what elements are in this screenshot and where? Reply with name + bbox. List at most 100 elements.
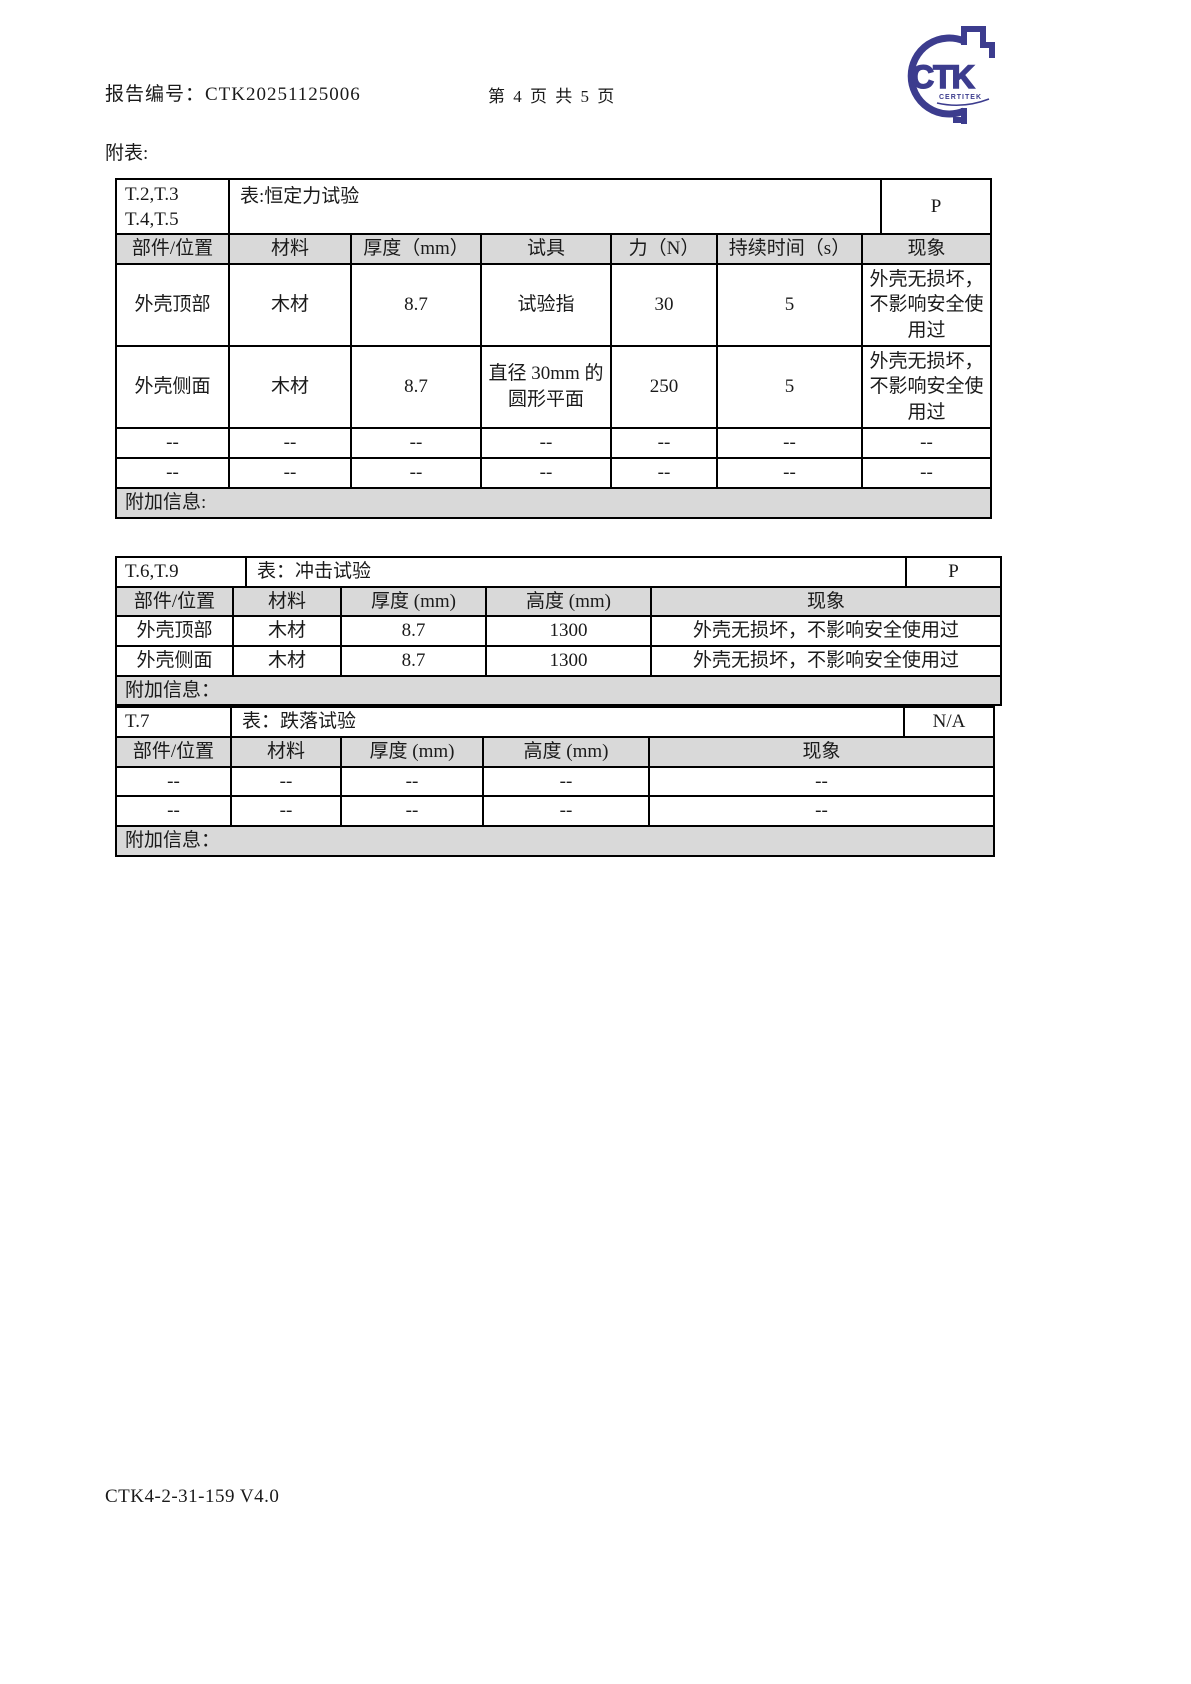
table-cell: 试验指 — [480, 263, 612, 347]
table-cell: 外壳顶部 — [115, 615, 234, 647]
table-cell: 1300 — [485, 615, 652, 647]
column-header: 材料 — [230, 736, 342, 768]
table-clause: T.6,T.9 — [115, 556, 247, 588]
table-row: -- -- -- -- -- — [115, 765, 995, 798]
table-row: 外壳顶部 木材 8.7 试验指 30 5 外壳无损坏，不影响安全使用过 — [115, 263, 992, 347]
table-cell: 外壳无损坏，不影响安全使用过 — [650, 615, 1002, 647]
attachment-label: 附表: — [105, 143, 149, 164]
table-cell: 250 — [610, 345, 718, 429]
table-cell: -- — [115, 765, 232, 798]
table-cell: -- — [480, 427, 612, 459]
table-cell: -- — [228, 427, 352, 459]
table-cell: -- — [648, 765, 995, 798]
table-cell: 外壳顶部 — [115, 263, 230, 347]
column-header: 高度 (mm) — [485, 585, 652, 618]
table-title: 表：冲击试验 — [245, 556, 907, 588]
drop-data-table: 部件/位置 材料 厚度 (mm) 高度 (mm) 现象 -- -- -- -- … — [115, 736, 995, 857]
table-cell: -- — [861, 457, 992, 489]
table-cell: 外壳无损坏，不影响安全使用过 — [861, 345, 992, 429]
table-row: -- -- -- -- -- -- -- — [115, 427, 992, 459]
table-cell: -- — [350, 457, 482, 489]
table-clause: T.2,T.3 T.4,T.5 — [115, 178, 230, 235]
column-header: 高度 (mm) — [482, 736, 650, 768]
document-code: CTK4-2-31-159 V4.0 — [105, 1486, 280, 1507]
table-cell: 8.7 — [350, 263, 482, 347]
table-row: 外壳顶部 木材 8.7 1300 外壳无损坏，不影响安全使用过 — [115, 615, 1002, 647]
column-header: 部件/位置 — [115, 233, 230, 265]
table-cell: 5 — [716, 263, 863, 347]
table-cell: -- — [482, 765, 650, 798]
table-cell: -- — [716, 457, 863, 489]
column-header: 材料 — [228, 233, 352, 265]
table-cell: -- — [230, 765, 342, 798]
table-row: -- -- -- -- -- -- -- — [115, 457, 992, 489]
column-header: 现象 — [650, 585, 1002, 618]
table-cell: 30 — [610, 263, 718, 347]
table-drop-test: T.7 表：跌落试验 N/A 部件/位置 材料 厚度 (mm) 高度 (mm) … — [115, 706, 995, 857]
table-cell: -- — [340, 765, 484, 798]
column-header: 厚度（mm） — [350, 233, 482, 265]
report-number: 报告编号：CTK20251125006 — [105, 84, 361, 105]
table-result: P — [880, 178, 992, 235]
constant-force-title-table: T.2,T.3 T.4,T.5 表:恒定力试验 P — [115, 178, 992, 235]
table-cell: 木材 — [232, 615, 342, 647]
drop-title-table: T.7 表：跌落试验 N/A — [115, 706, 995, 738]
table-cell: -- — [115, 795, 232, 827]
table-cell: -- — [716, 427, 863, 459]
table-cell: -- — [340, 795, 484, 827]
column-header: 持续时间（s） — [716, 233, 863, 265]
ctk-logo-icon: CTK CERTITEK — [907, 26, 995, 124]
table-cell: 外壳侧面 — [115, 644, 234, 677]
impact-title-table: T.6,T.9 表：冲击试验 P — [115, 556, 1002, 588]
table-cell: -- — [610, 457, 718, 489]
table-row: 外壳侧面 木材 8.7 直径 30mm 的圆形平面 250 5 外壳无损坏，不影… — [115, 345, 992, 429]
table-clause: T.7 — [115, 706, 232, 738]
table-cell: 木材 — [228, 345, 352, 429]
column-header: 现象 — [861, 233, 992, 265]
additional-info-label: 附加信息： — [115, 824, 995, 857]
table-cell: 8.7 — [340, 644, 487, 677]
table-cell: -- — [482, 795, 650, 827]
table-cell: -- — [115, 457, 230, 489]
table-row: 外壳侧面 木材 8.7 1300 外壳无损坏，不影响安全使用过 — [115, 644, 1002, 677]
table-cell: -- — [230, 795, 342, 827]
clause-line: T.2,T.3 — [125, 183, 179, 205]
logo-subtext: CERTITEK — [939, 94, 982, 101]
column-header: 力（N） — [610, 233, 718, 265]
table-cell: 直径 30mm 的圆形平面 — [480, 345, 612, 429]
table-cell: -- — [115, 427, 230, 459]
column-header: 试具 — [480, 233, 612, 265]
table-cell: -- — [480, 457, 612, 489]
table-cell: 木材 — [228, 263, 352, 347]
column-header: 部件/位置 — [115, 585, 234, 618]
table-cell: 5 — [716, 345, 863, 429]
constant-force-data-table: 部件/位置 材料 厚度（mm） 试具 力（N） 持续时间（s） 现象 外壳顶部 … — [115, 233, 992, 519]
page-indicator: 第 4 页 共 5 页 — [488, 87, 617, 106]
table-cell: -- — [228, 457, 352, 489]
table-cell: 8.7 — [340, 615, 487, 647]
additional-info-label: 附加信息: — [115, 487, 992, 519]
column-header: 材料 — [232, 585, 342, 618]
table-cell: 1300 — [485, 644, 652, 677]
column-header: 部件/位置 — [115, 736, 232, 768]
column-header: 厚度 (mm) — [340, 736, 484, 768]
table-cell: -- — [350, 427, 482, 459]
table-cell: -- — [861, 427, 992, 459]
table-cell: 木材 — [232, 644, 342, 677]
column-header: 厚度 (mm) — [340, 585, 487, 618]
impact-data-table: 部件/位置 材料 厚度 (mm) 高度 (mm) 现象 外壳顶部 木材 8.7 … — [115, 585, 1002, 707]
table-cell: -- — [610, 427, 718, 459]
table-cell: 8.7 — [350, 345, 482, 429]
ctk-logo: CTK CERTITEK — [891, 24, 999, 124]
clause-line: T.4,T.5 — [125, 208, 179, 230]
table-impact-test: T.6,T.9 表：冲击试验 P 部件/位置 材料 厚度 (mm) 高度 (mm… — [115, 556, 1002, 707]
table-cell: -- — [648, 795, 995, 827]
table-cell: 外壳无损坏，不影响安全使用过 — [650, 644, 1002, 677]
table-cell: 外壳无损坏，不影响安全使用过 — [861, 263, 992, 347]
additional-info-label: 附加信息： — [115, 674, 1002, 707]
table-title: 表:恒定力试验 — [228, 178, 882, 235]
table-cell: 外壳侧面 — [115, 345, 230, 429]
column-header: 现象 — [648, 736, 995, 768]
table-constant-force-test: T.2,T.3 T.4,T.5 表:恒定力试验 P 部件/位置 材料 厚度（mm… — [115, 178, 992, 519]
